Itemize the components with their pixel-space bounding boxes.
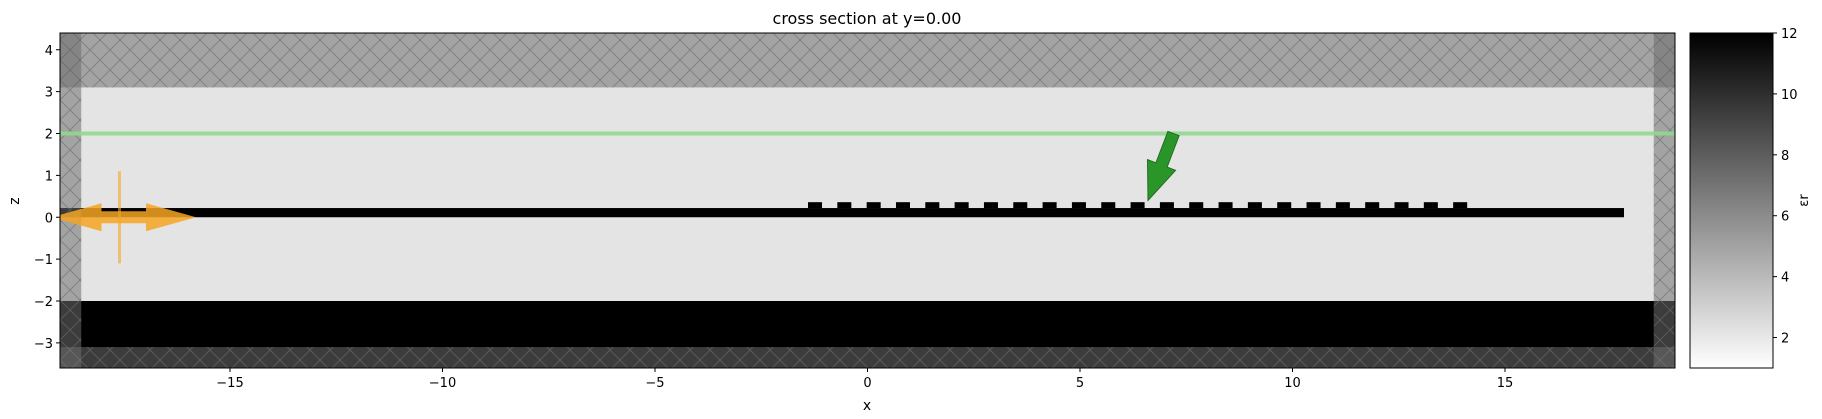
grating-tooth [866,202,881,209]
colorbar-gradient [1689,32,1774,369]
colorbar-ticks: 2 4 6 8 10 12 [1773,27,1798,347]
mode-source-arrow [60,203,196,232]
mode-source [60,171,196,264]
x-tick-label: −15 [216,376,243,391]
grating-tooth [983,202,998,209]
grating-teeth [808,202,1468,209]
y-tick-label: −2 [34,295,53,310]
grating-tooth [1042,202,1057,209]
pml-hatch-left [60,33,82,368]
grating-tooth [925,202,940,209]
pml-hatch-bottom [60,347,1675,368]
chart-title: cross section at y=0.00 [773,9,962,28]
y-tick-label: −3 [34,337,53,352]
grating-tooth [1159,202,1174,209]
colorbar-label: εr [1797,194,1812,207]
grating-tooth [1189,202,1204,209]
grating-tooth [837,202,852,209]
grating-tooth [1394,202,1409,209]
grating-tooth [1101,202,1116,209]
y-tick-label: 3 [45,86,53,101]
grating-tooth [1365,202,1380,209]
y-tick-label: 2 [45,128,53,143]
grating-tooth [1071,202,1086,209]
grating-tooth [1130,202,1145,209]
x-tick-label: 15 [1497,376,1514,391]
x-tick-label: 5 [1076,376,1084,391]
x-tick-label: 0 [863,376,871,391]
x-tick-label: −5 [645,376,664,391]
grating-tooth [1423,202,1438,209]
y-tick-label: −1 [34,253,53,268]
colorbar-tick-label: 12 [1781,27,1798,42]
x-tick-label: 10 [1284,376,1301,391]
grating-tooth [1247,202,1262,209]
grating-tooth [1013,202,1028,209]
plane-wave-source-arrow [1146,130,1180,202]
pml-regions [60,33,1675,368]
y-tick-label: 4 [45,44,53,59]
waveguide-region [60,208,1624,218]
colorbar-tick-label: 10 [1781,88,1798,103]
x-axis-label: x [863,398,871,414]
y-tick-label: 1 [45,169,53,184]
grating-tooth [1453,202,1468,209]
colorbar-tick-label: 8 [1781,149,1789,164]
y-tick-label: 0 [45,211,53,226]
colorbar-tick-label: 2 [1781,332,1789,347]
grating-tooth [1306,202,1321,209]
grating-tooth [808,202,823,209]
y-axis-ticks: −3 −2 −1 0 1 2 3 4 [34,44,60,352]
x-tick-label: −10 [429,376,456,391]
pml-hatch-right [1653,33,1675,368]
x-axis-ticks: −15 −10 −5 0 5 10 15 [216,368,1513,391]
colorbar-tick-label: 6 [1781,210,1789,225]
colorbar: 2 4 6 8 10 12 εr [1689,27,1812,369]
y-axis-label: z [7,197,23,204]
grating-tooth [895,202,910,209]
pml-hatch-top [60,33,1675,88]
grating-tooth [1335,202,1350,209]
grating-tooth [1277,202,1292,209]
colorbar-tick-label: 4 [1781,271,1789,286]
grating-tooth [954,202,969,209]
plot-area [60,33,1675,368]
grating-tooth [1218,202,1233,209]
